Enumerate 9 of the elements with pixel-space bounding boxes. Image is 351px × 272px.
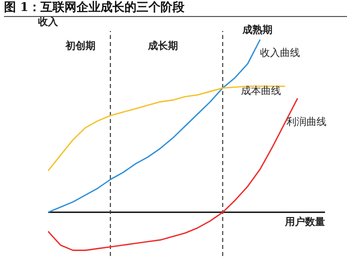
annotation: 成长期 — [148, 41, 178, 53]
series-label: 利润曲线 — [286, 117, 327, 130]
series-label: 成本曲线 — [241, 86, 282, 98]
x-axis-title: 用户数量 — [285, 217, 325, 230]
y-axis-title: 收入 — [38, 17, 58, 29]
text: 成熟期 — [242, 25, 273, 37]
series-label: 收入曲线 — [260, 48, 300, 60]
chart-title: 图 1：互联网企业成长的三个阶段 — [4, 0, 347, 17]
annotation: 初创期 — [65, 41, 96, 53]
